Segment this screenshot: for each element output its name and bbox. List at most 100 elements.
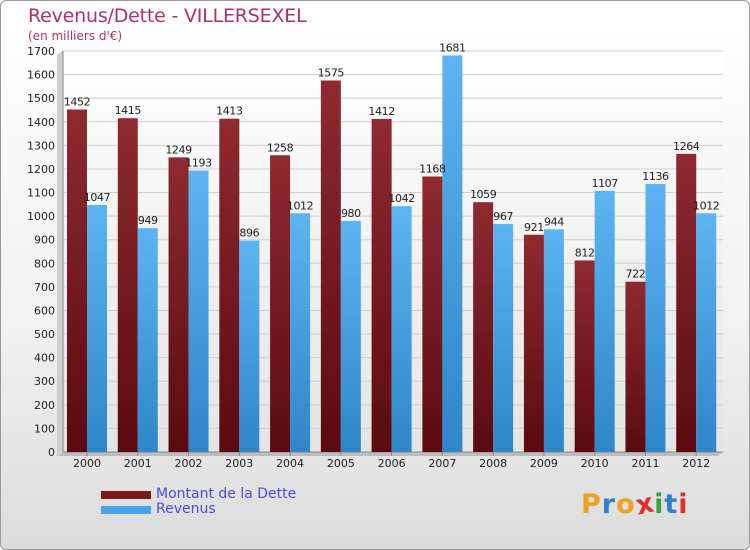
gridline-depth [56, 310, 64, 315]
y-tick-label: 900 [34, 234, 55, 247]
data-label: 722 [626, 268, 646, 281]
data-label: 1012 [287, 199, 313, 212]
x-tick-label: 2000 [73, 457, 101, 470]
data-label: 1681 [439, 41, 465, 54]
data-label: 1168 [419, 162, 446, 175]
gridline-depth [56, 262, 64, 268]
gridline-depth [56, 168, 64, 174]
gridline-depth [56, 50, 64, 56]
x-tick-label: 2002 [175, 457, 203, 470]
bar-revenue [239, 240, 260, 452]
y-tick-label: 1300 [27, 139, 55, 152]
axes: 0 100 200 300 400 500 600 700 800 900 1000 1100 1200… [27, 45, 723, 470]
bar-debt [270, 155, 291, 452]
legend-label-debt: Montant de la Dette [156, 486, 297, 502]
bar-revenue [645, 184, 666, 452]
data-label: 1012 [693, 199, 719, 212]
bar-revenue [87, 205, 107, 452]
data-label: 1193 [185, 157, 212, 170]
legend-label-revenue: Revenus [156, 501, 216, 517]
data-label: 1575 [318, 66, 345, 79]
bar-debt [422, 176, 443, 452]
y-tick-label: 800 [34, 257, 55, 270]
data-label: 896 [239, 227, 259, 240]
x-tick-label: 2007 [428, 457, 456, 470]
bar-debt [371, 118, 392, 453]
x-tick-label: 2010 [581, 457, 609, 470]
x-tick-label: 2003 [225, 457, 253, 470]
gridline-depth [56, 74, 64, 80]
plot-left-wall [57, 51, 63, 456]
gridline-depth [56, 333, 64, 339]
x-tick-label: 2012 [682, 457, 710, 470]
data-label: 944 [544, 215, 564, 228]
logo-letter: r [601, 489, 617, 520]
legend-swatch-revenue [101, 506, 151, 514]
bar-debt [523, 234, 544, 452]
proxiti-logo: Proxiti [581, 487, 689, 521]
gridline-depth [56, 121, 64, 127]
gridline-depth [56, 239, 64, 245]
data-label: 1047 [84, 191, 111, 204]
bar-debt [473, 202, 494, 452]
x-tick-label: 2011 [631, 457, 659, 470]
bar-revenue [493, 223, 514, 452]
y-tick-label: 200 [34, 399, 55, 412]
data-label: 1413 [216, 105, 243, 118]
data-label: 949 [138, 214, 158, 227]
data-label: 921 [524, 221, 544, 234]
bar-debt [320, 80, 341, 452]
gridline-depth [56, 192, 64, 197]
bar-revenue [543, 229, 564, 452]
bar-debt [117, 118, 138, 452]
bar-debt [219, 118, 240, 452]
data-label: 1452 [64, 95, 90, 108]
data-label: 1107 [591, 177, 618, 190]
gridline-depth [56, 286, 64, 292]
data-label: 812 [575, 246, 595, 259]
logo-letter: o [616, 489, 636, 520]
logo-letter: i [654, 489, 665, 520]
bars [67, 55, 717, 453]
data-label: 1415 [115, 104, 142, 117]
y-tick-label: 1000 [27, 210, 55, 223]
gridline-depth [56, 357, 64, 363]
data-label: 967 [493, 210, 513, 223]
data-label: 1136 [642, 170, 669, 183]
legend-swatch-debt [101, 491, 151, 499]
y-tick-label: 600 [34, 304, 55, 317]
data-label: 1412 [368, 105, 394, 118]
y-tick-label: 500 [34, 328, 55, 341]
y-tick-label: 700 [34, 281, 55, 294]
bar-revenue [188, 170, 209, 452]
bar-revenue [442, 55, 463, 453]
data-label: 1249 [165, 143, 192, 156]
x-tick-label: 2001 [124, 457, 152, 470]
y-tick-label: 0 [48, 446, 55, 459]
y-tick-label: 1600 [27, 69, 55, 82]
logo-letter: t [664, 489, 679, 520]
bar-debt [676, 153, 697, 452]
gridline-depth [56, 215, 64, 221]
data-label: 1059 [470, 188, 497, 201]
data-label: 1264 [673, 140, 700, 153]
chart-subtitle: (en milliers d'€) [28, 29, 123, 43]
gridline-depth [56, 427, 64, 433]
chart-title: Revenus/Dette - VILLERSEXEL [28, 5, 307, 27]
bar-debt [574, 260, 595, 452]
y-tick-label: 400 [34, 352, 55, 365]
bar-debt [625, 281, 646, 452]
x-tick-label: 2008 [479, 457, 507, 470]
y-tick-label: 1200 [27, 163, 55, 176]
bar-revenue [696, 213, 717, 452]
bar-debt [67, 109, 87, 452]
y-tick-label: 1700 [27, 45, 55, 58]
gridline-depth [56, 404, 64, 410]
x-tick-label: 2006 [378, 457, 406, 470]
bar-revenue [340, 220, 361, 452]
logo-letter: P [581, 489, 602, 520]
x-tick-label: 2004 [276, 457, 304, 470]
gridline-depth [56, 451, 64, 457]
